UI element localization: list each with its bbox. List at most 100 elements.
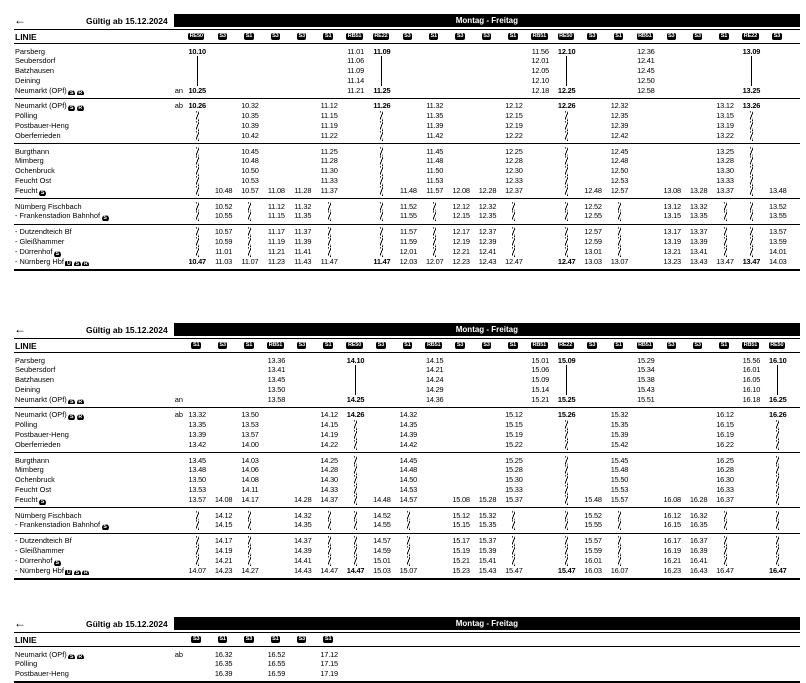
line-badge-RB51: RB51	[346, 32, 363, 41]
time-cell: 16.37	[689, 536, 708, 546]
time-cell	[316, 237, 342, 247]
time-cell	[474, 475, 500, 485]
station-row-deining: Deining 13.50 14.29 15.14 15.43 16.10	[14, 384, 800, 395]
timetable-section: - Dutzendteich Bf 14.17 14.37 14.57 15.17 15.…	[14, 534, 800, 580]
time-cell	[448, 465, 474, 475]
time-cell: 16.52	[267, 649, 286, 659]
time-cell	[765, 384, 791, 395]
time-cell	[184, 56, 210, 67]
station-row-feucht-ost: Feucht Ost 10.53 11.33 11.53 12.33 12.53 13.33	[14, 176, 800, 186]
time-cell	[422, 465, 448, 475]
nonstop-line	[566, 56, 568, 67]
sbahn-icon: S	[39, 498, 47, 505]
time-cell	[659, 485, 685, 495]
skip-wavy-line	[380, 111, 384, 122]
time-cell	[659, 56, 685, 66]
time-cell: 11.17	[267, 227, 285, 237]
time-cell	[290, 47, 316, 57]
line-column-header: S1	[236, 341, 262, 350]
time-cell: 16.05	[742, 375, 761, 385]
time-cell	[553, 375, 579, 385]
time-cell	[712, 237, 738, 247]
time-cell	[527, 211, 553, 221]
time-cell	[290, 66, 316, 76]
time-cell	[659, 410, 685, 420]
time-cell	[580, 47, 606, 57]
time-cell	[685, 156, 711, 166]
time-cell	[474, 365, 500, 375]
time-cell: 14.03	[769, 256, 787, 266]
time-cell	[553, 455, 579, 466]
skip-wavy-line	[406, 510, 410, 521]
time-cell: 12.45	[637, 66, 655, 76]
station-label: Mimberg	[15, 465, 44, 475]
arrival-departure-label	[166, 440, 184, 450]
time-cell	[685, 176, 711, 186]
skip-wavy-line	[565, 201, 569, 212]
arrival-departure-label	[166, 536, 184, 546]
time-cell	[765, 439, 791, 450]
time-cell	[184, 650, 210, 660]
time-cell: 12.07	[425, 256, 444, 266]
time-cell	[553, 176, 579, 186]
skip-wavy-line	[380, 121, 384, 131]
time-cell	[448, 47, 474, 57]
time-cell: 13.42	[188, 439, 206, 449]
time-cell	[553, 211, 579, 222]
station-row-mimberg: Mimberg 13.48 14.06 14.28 14.48 15.28 15.48 16.…	[14, 465, 800, 476]
time-cell	[501, 76, 527, 86]
time-cell	[580, 385, 606, 395]
arrival-departure-label	[166, 247, 184, 257]
time-cell: 11.53	[426, 176, 444, 186]
arrival-departure-label	[166, 131, 184, 141]
time-cell: 15.03	[373, 565, 391, 575]
station-row-batzhausen: Batzhausen 13.45 14.24 15.09 15.38 16.05	[14, 375, 800, 385]
time-cell	[263, 101, 289, 111]
time-cell	[606, 395, 632, 405]
time-cell	[738, 420, 764, 430]
time-cell: 14.21	[214, 555, 233, 565]
time-cell	[184, 121, 210, 131]
time-cell	[553, 510, 579, 521]
line-badge-RE50: RE50	[188, 32, 205, 41]
station-label: Feucht S	[15, 185, 47, 196]
time-cell	[263, 456, 289, 466]
time-cell	[685, 420, 711, 430]
time-cell	[316, 365, 342, 375]
time-cell	[290, 659, 316, 669]
time-cell: 11.07	[241, 256, 259, 266]
time-cell: 12.50	[610, 166, 629, 176]
time-cell: 13.35	[188, 420, 206, 430]
time-cell	[765, 420, 791, 431]
time-cell: 10.47	[188, 256, 206, 266]
time-cell: 11.57	[426, 185, 444, 195]
time-cell	[527, 440, 553, 450]
skip-wavy-line	[565, 211, 569, 222]
time-cell	[580, 111, 606, 121]
time-cell	[685, 86, 711, 96]
time-cell	[316, 546, 342, 556]
time-cell	[527, 536, 553, 546]
time-cell	[685, 395, 711, 405]
time-cell	[553, 485, 579, 495]
station-row-dutzendteich: - Dutzendteich Bf 14.17 14.37 14.57 15.17 15.…	[14, 536, 800, 547]
time-cell	[342, 455, 368, 466]
time-cell	[237, 650, 263, 660]
time-cell	[184, 375, 210, 385]
time-cell	[210, 56, 236, 66]
time-cell	[712, 546, 738, 556]
time-cell	[422, 76, 448, 86]
time-cell	[316, 227, 342, 238]
time-cell	[474, 410, 500, 420]
time-cell	[237, 356, 263, 366]
time-cell: 12.33	[505, 176, 523, 186]
time-cell	[553, 246, 579, 257]
station-label: Batzhausen	[15, 66, 55, 76]
skip-wavy-line	[776, 465, 780, 476]
line-column-header: S3	[289, 635, 315, 644]
station-label: - Dürrenhof S	[15, 246, 61, 257]
nonstop-line	[750, 75, 752, 86]
time-cell	[606, 555, 632, 566]
time-cell	[633, 237, 659, 247]
time-cell	[290, 475, 316, 485]
